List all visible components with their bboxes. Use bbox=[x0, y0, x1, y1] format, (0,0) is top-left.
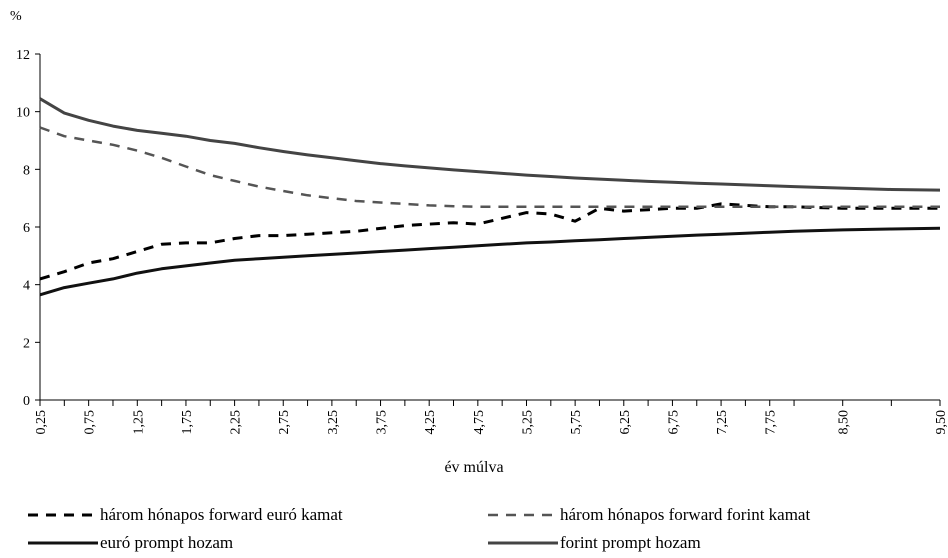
legend-item: három hónapos forward euró kamat bbox=[28, 505, 343, 524]
series-line-2 bbox=[39, 126, 940, 209]
series-line-3 bbox=[39, 226, 941, 297]
y-tick-label: 0 bbox=[23, 394, 30, 409]
x-tick-label: 5,75 bbox=[569, 410, 584, 435]
x-tick-label: 5,25 bbox=[520, 410, 535, 435]
y-tick-label: 8 bbox=[23, 163, 30, 178]
y-tick-label: 4 bbox=[23, 279, 30, 294]
legend-label: három hónapos forward euró kamat bbox=[100, 505, 343, 524]
x-tick-label: 2,25 bbox=[229, 410, 244, 435]
x-tick-label: 3,25 bbox=[326, 410, 341, 435]
y-tick-label: 6 bbox=[23, 221, 30, 236]
legend-label: három hónapos forward forint kamat bbox=[560, 505, 810, 524]
plot-area: 0 2 4 6 8 10 12 0,25 0,75 1,25 1,75 2,25 2,75 3,25 3,7… bbox=[16, 48, 948, 435]
x-tick-label: 0,25 bbox=[34, 410, 49, 435]
series-line-4 bbox=[39, 97, 941, 192]
x-tick-label: 6,75 bbox=[666, 410, 681, 435]
series-line-1 bbox=[39, 202, 940, 281]
y-tick-label: 12 bbox=[16, 48, 30, 63]
legend-label: euró prompt hozam bbox=[100, 533, 233, 552]
x-tick-label: 7,75 bbox=[764, 410, 779, 435]
x-tick-label: 7,25 bbox=[715, 410, 730, 435]
x-tick-label: 4,75 bbox=[472, 410, 487, 435]
x-tick-label: 3,75 bbox=[375, 410, 390, 435]
legend-item: euró prompt hozam bbox=[28, 533, 233, 552]
x-tick-label: 0,75 bbox=[83, 410, 98, 435]
x-tick-label: 4,25 bbox=[423, 410, 438, 435]
x-tick-label: 2,75 bbox=[277, 410, 292, 435]
x-tick-label: 6,25 bbox=[618, 410, 633, 435]
y-axis-label: % bbox=[10, 9, 22, 24]
x-tick-label: 1,25 bbox=[131, 410, 146, 435]
legend-item: három hónapos forward forint kamat bbox=[488, 505, 810, 524]
y-tick-label: 10 bbox=[16, 106, 30, 121]
x-tick-label: 1,75 bbox=[180, 410, 195, 435]
legend: három hónapos forward euró kamat három hó… bbox=[28, 505, 810, 552]
legend-label: forint prompt hozam bbox=[560, 533, 701, 552]
x-tick-label: 8,50 bbox=[837, 410, 852, 435]
legend-item: forint prompt hozam bbox=[488, 533, 701, 552]
y-tick-label: 2 bbox=[23, 336, 30, 351]
x-axis-label: év múlva bbox=[444, 459, 503, 476]
x-tick-label: 9,50 bbox=[934, 410, 948, 435]
